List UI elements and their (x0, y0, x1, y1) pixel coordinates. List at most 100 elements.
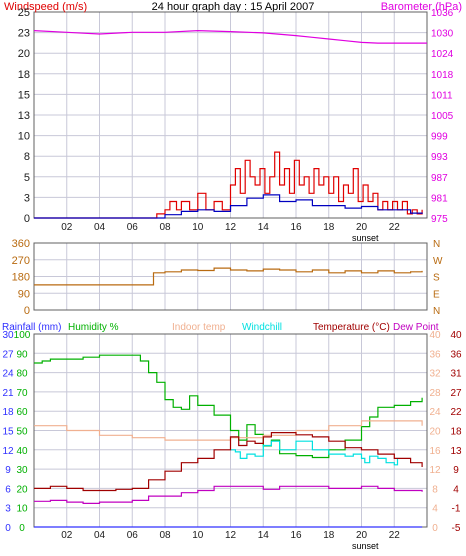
tick-label: 31 (450, 369, 462, 380)
tick-label: 8 (24, 151, 30, 163)
tick-label: 40 (16, 446, 28, 457)
indoor-label: Indoor temp (172, 322, 226, 333)
x-tick-label: 06 (127, 222, 139, 233)
tick-label: 4 (453, 484, 459, 495)
series-dew-point (34, 485, 423, 504)
series-average (34, 194, 423, 219)
tick-label: 27 (2, 349, 14, 360)
tick-label: 27 (450, 388, 462, 399)
tick-label: 1036 (431, 8, 454, 19)
tick-label: 12 (429, 465, 441, 476)
tick-label: 270 (12, 255, 30, 267)
series-barometer (33, 29, 427, 44)
tick-label: 70 (16, 388, 28, 399)
x-tick-label: 12 (225, 530, 237, 541)
tick-label: 8 (432, 484, 438, 495)
tick-label: 0 (19, 523, 25, 534)
tick-label: 30 (16, 465, 28, 476)
tick-label: 360 (12, 238, 30, 250)
wind-grid (34, 12, 427, 218)
x-tick-label: 08 (159, 222, 171, 233)
x-tick-label: 18 (323, 530, 335, 541)
tick-label: 25 (18, 7, 30, 19)
tick-label: 22 (450, 407, 462, 418)
tick-label: 30 (2, 330, 14, 341)
temp-series (34, 354, 423, 528)
tick-label: 15 (2, 427, 14, 438)
x-tick-label: 16 (290, 222, 302, 233)
tick-label: -1 (452, 504, 461, 515)
series-humidity- (34, 354, 423, 459)
wind-x-ticks: 02 04 06 08 10 12 14 16 18 20 22 (61, 222, 400, 233)
tick-label: 9 (453, 465, 459, 476)
baro-ticks: 975 981 987 993 999 1005 1011 1018 1024 1030 1036 (431, 8, 454, 225)
tick-label: 0 (24, 213, 30, 225)
tick-label: 0 (432, 523, 438, 534)
tick-label: 90 (18, 288, 30, 300)
baro-axis-label: Barometer (hPa) (381, 1, 462, 13)
x-tick-label: 22 (389, 222, 401, 233)
tick-label: 20 (429, 427, 441, 438)
series-windchill (230, 440, 399, 466)
tick-label: 981 (431, 193, 448, 204)
dew-label: Dew Point (393, 322, 439, 333)
x-tick-label: 04 (94, 222, 106, 233)
wind-panel-frame (33, 11, 428, 219)
tick-label: 12 (2, 446, 14, 457)
tick-label: 9 (5, 465, 11, 476)
tick-label: 999 (431, 132, 448, 143)
tick-label: 28 (429, 388, 441, 399)
tick-label: 5 (24, 172, 30, 184)
tick-label: W (433, 256, 443, 267)
tick-label: 0 (24, 305, 30, 317)
x-tick-label: 22 (389, 530, 401, 541)
tick-label: 10 (18, 131, 30, 143)
tick-label: 32 (429, 369, 441, 380)
tick-label: 975 (431, 214, 448, 225)
tick-label: 20 (18, 48, 30, 60)
tick-label: N (433, 239, 440, 250)
x-tick-label: 12 (225, 222, 237, 233)
tick-label: 3 (5, 504, 11, 515)
x-tick-label: 06 (127, 530, 139, 541)
tick-label: 1011 (431, 90, 453, 101)
tick-label: 23 (18, 28, 30, 40)
x-tick-label: 02 (61, 222, 73, 233)
tick-label: 993 (431, 152, 448, 163)
tick-label: E (433, 289, 440, 300)
x-tick-label: 04 (94, 530, 106, 541)
dir-grid (34, 243, 427, 310)
x-tick-label: 02 (61, 530, 73, 541)
dir-series (34, 267, 423, 286)
tick-label: -5 (452, 523, 461, 534)
tick-label: 24 (2, 369, 14, 380)
tick-label: 1005 (431, 111, 454, 122)
tick-label: 90 (16, 349, 28, 360)
dir-ticks: 0 90 180 270 360 (12, 238, 30, 317)
tick-label: 18 (2, 407, 14, 418)
tick-label: 3 (24, 192, 30, 204)
tick-label: 10 (16, 504, 28, 515)
tick-label: 36 (450, 349, 462, 360)
tick-label: 16 (429, 446, 441, 457)
tick-label: 80 (16, 369, 28, 380)
tick-label: 40 (429, 330, 441, 341)
tick-label: 987 (431, 173, 448, 184)
tick-label: 13 (450, 446, 462, 457)
temp-ticks: 0369121518212427300102030405060708090100… (2, 330, 462, 534)
x-tick-label: 14 (258, 222, 270, 233)
x-tick-label: 10 (192, 530, 204, 541)
tick-label: 40 (450, 330, 462, 341)
tick-label: 18 (18, 69, 30, 81)
x-tick-label: 16 (290, 530, 302, 541)
x-tick-label: 14 (258, 530, 270, 541)
sunset-label-1: sunset (352, 233, 379, 243)
x-tick-label: 08 (159, 530, 171, 541)
temp-label: Temperature (°C) (313, 322, 390, 333)
tick-label: 100 (14, 330, 31, 341)
x-tick-label: 10 (192, 222, 204, 233)
tick-label: N (433, 306, 440, 317)
chart-title: 24 hour graph day : 15 April 2007 (152, 1, 315, 13)
tick-label: 4 (432, 504, 438, 515)
temp-x-ticks: 02 04 06 08 10 12 14 16 18 20 22 (61, 530, 400, 541)
